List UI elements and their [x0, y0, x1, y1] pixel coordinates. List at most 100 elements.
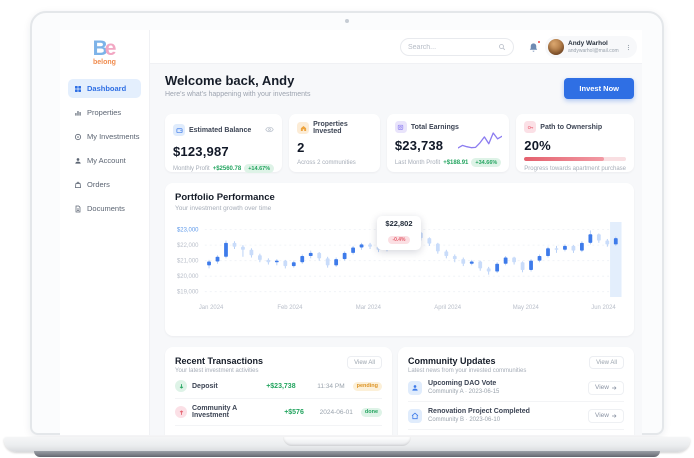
stat-value: 20%: [524, 138, 551, 153]
stat-footnote: Last Month Profit: [394, 159, 441, 166]
search-input[interactable]: [408, 43, 498, 51]
logo[interactable]: Be belong: [60, 30, 149, 66]
ownership-progress-bar: [524, 157, 626, 161]
arrow-right-icon: [612, 413, 617, 418]
community-update-item[interactable]: Upcoming DAO Vote Community A · 2023-06-…: [408, 374, 624, 402]
invest-now-button[interactable]: Invest Now: [564, 78, 634, 99]
home-icon: [297, 122, 310, 134]
stat-value: $23,738: [394, 138, 444, 153]
page-title: Welcome back, Andy: [165, 73, 295, 88]
user-name: Andy Warhol: [568, 39, 608, 47]
house-icon: [408, 408, 422, 423]
welcome-block: Welcome back, Andy Here's what's happeni…: [165, 73, 310, 98]
transaction-amount: +$576: [284, 408, 304, 416]
transaction-time: 2024-06-01: [319, 408, 353, 416]
transaction-row[interactable]: Deposit +$23,738 11:34 PM pending: [175, 374, 382, 399]
arrow-right-icon: [612, 385, 617, 390]
update-meta: Community A · 2023-06-15: [428, 389, 500, 395]
svg-text:April 2024: April 2024: [434, 305, 461, 311]
svg-text:Feb 2024: Feb 2024: [277, 305, 303, 311]
stat-label: Path to Ownership: [540, 123, 603, 131]
transaction-name: Deposit: [192, 382, 218, 390]
stat-label: Total Earnings: [410, 123, 459, 131]
search-icon: [499, 44, 506, 51]
avatar: [548, 39, 564, 55]
stat-change: +$2560.78: [212, 165, 242, 172]
laptop-trackpad-notch: [283, 437, 411, 446]
stat-value: 2: [297, 140, 305, 155]
chart-subtitle: Your investment growth over time: [175, 205, 272, 212]
sidebar-menu: Dashboard Properties My Investments My A…: [60, 79, 149, 218]
community-updates-card: Community Updates Latest news from your …: [398, 347, 634, 435]
update-meta: Community B · 2023-06-10: [428, 417, 501, 423]
notifications-button[interactable]: [528, 40, 542, 54]
sidebar-item-label: Orders: [87, 180, 110, 189]
candlestick-chart[interactable]: $22,802 -0.4% $23,000 $22,000 $21,000 $20,0…: [175, 216, 624, 314]
chart-title: Portfolio Performance: [175, 192, 275, 203]
svg-text:$19,000: $19,000: [177, 290, 199, 296]
svg-text:Jan 2024: Jan 2024: [199, 305, 224, 311]
sidebar-item-dashboard[interactable]: Dashboard: [68, 79, 141, 98]
sidebar-item-documents[interactable]: Documents: [68, 199, 141, 218]
bar-chart-icon: [75, 110, 81, 116]
kebab-menu-icon[interactable]: [625, 38, 632, 56]
stat-footnote: Progress towards apartment purchase: [524, 165, 626, 172]
stat-card-total-earnings: Total Earnings $23,738 Last Month Profit…: [386, 114, 510, 172]
transactions-view-all-button[interactable]: View All: [347, 356, 382, 369]
stat-value: $123,987: [173, 144, 229, 159]
target-icon: [74, 133, 82, 140]
logo-wordmark: belong: [93, 59, 116, 66]
sidebar-item-label: My Investments: [87, 132, 140, 141]
transaction-time: 11:34 PM: [317, 382, 345, 390]
stat-footnote: Monthly Profit: [173, 165, 210, 172]
stat-card-path-to-ownership: Path to Ownership 20% Progress towards a…: [516, 114, 634, 172]
earnings-sparkline: [458, 132, 503, 149]
eye-icon[interactable]: [265, 121, 274, 139]
safe-icon: [394, 121, 407, 133]
portfolio-performance-card: Portfolio Performance Your investment gr…: [165, 183, 634, 336]
svg-text:Jun 2024: Jun 2024: [591, 305, 616, 311]
laptop-screen: Be belong Dashboard Properties My Invest…: [30, 11, 664, 435]
grid-icon: [75, 85, 81, 92]
stats-row: Estimated Balance $123,987 Monthly Profi…: [165, 114, 634, 173]
view-link[interactable]: View: [588, 408, 624, 423]
stat-change: +$188.91: [443, 159, 469, 166]
community-subtitle: Latest news from your invested communiti…: [408, 368, 527, 374]
progress-fill: [524, 157, 604, 161]
sidebar-item-label: Documents: [87, 204, 125, 213]
arrow-down-icon: [175, 380, 187, 392]
community-update-item[interactable]: Renovation Project Completed Community B…: [408, 402, 624, 430]
view-link[interactable]: View: [588, 380, 624, 395]
topbar: Andy Warhol andywarhol@mail.com: [150, 30, 642, 64]
notification-badge: [537, 40, 541, 44]
recent-transactions-card: Recent Transactions Your latest investme…: [165, 347, 392, 435]
transaction-row[interactable]: Community A Investment +$576 2024-06-01 …: [175, 399, 382, 426]
user-menu[interactable]: Andy Warhol andywarhol@mail.com: [545, 36, 637, 58]
svg-text:May 2024: May 2024: [513, 305, 540, 311]
stat-badge: +34.66%: [471, 158, 502, 167]
user-icon: [75, 157, 81, 164]
user-info: Andy Warhol andywarhol@mail.com: [568, 40, 621, 54]
transaction-name: Community A Investment: [192, 405, 237, 419]
transaction-amount: +$23,738: [266, 382, 296, 390]
status-badge: done: [360, 407, 382, 417]
stat-badge: +14.67%: [244, 164, 275, 173]
sidebar-item-my-investments[interactable]: My Investments: [68, 127, 141, 146]
transactions-subtitle: Your latest investment activities: [175, 368, 259, 374]
sidebar: Be belong Dashboard Properties My Invest…: [60, 30, 150, 435]
tooltip-badge: -0.4%: [388, 236, 410, 244]
main-content: Welcome back, Andy Here's what's happeni…: [150, 64, 642, 435]
svg-text:$21,000: $21,000: [177, 259, 199, 265]
key-icon: [524, 121, 537, 133]
community-view-all-button[interactable]: View All: [589, 356, 624, 369]
bell-icon: [529, 43, 538, 52]
sidebar-item-my-account[interactable]: My Account: [68, 151, 141, 170]
user-email: andywarhol@mail.com: [568, 47, 619, 54]
update-title: Upcoming DAO Vote: [428, 380, 497, 387]
sidebar-item-properties[interactable]: Properties: [68, 103, 141, 122]
svg-text:$20,000: $20,000: [177, 274, 199, 280]
update-title: Renovation Project Completed: [428, 408, 530, 415]
status-badge: pending: [352, 381, 382, 391]
arrow-up-icon: [175, 406, 187, 418]
sidebar-item-orders[interactable]: Orders: [68, 175, 141, 194]
